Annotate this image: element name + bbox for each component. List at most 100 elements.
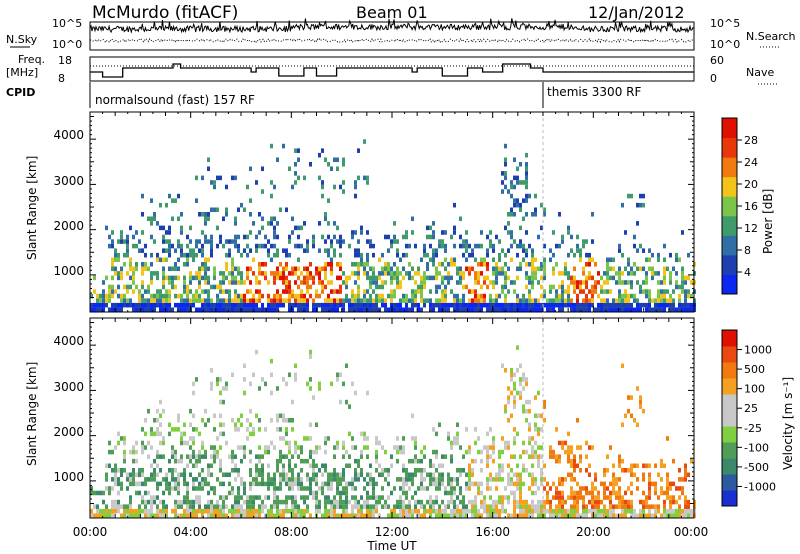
- heatmap-cell: [111, 504, 114, 509]
- heatmap-cell: [204, 262, 207, 267]
- heatmap-cell: [279, 458, 282, 464]
- heatmap-cell: [507, 307, 510, 313]
- heatmap-cell: [540, 513, 543, 519]
- heatmap-cell: [189, 298, 192, 303]
- heatmap-cell: [585, 504, 588, 509]
- heatmap-cell: [492, 298, 495, 303]
- heatmap-cell: [441, 499, 444, 505]
- heatmap-cell: [192, 293, 195, 299]
- heatmap-cell: [510, 257, 513, 263]
- heatmap-cell: [333, 289, 336, 294]
- heatmap-cell: [162, 284, 165, 290]
- heatmap-cell: [183, 262, 186, 267]
- heatmap-cell: [345, 463, 348, 469]
- heatmap-cell: [255, 513, 258, 519]
- heatmap-cell: [426, 275, 429, 281]
- heatmap-cell: [285, 252, 288, 258]
- heatmap-cell: [513, 289, 516, 294]
- heatmap-cell: [369, 481, 372, 487]
- heatmap-cell: [618, 513, 621, 519]
- nsky-label: N.Sky: [6, 33, 38, 46]
- heatmap-cell: [366, 230, 369, 235]
- heatmap-cell: [345, 513, 348, 519]
- heatmap-cell: [447, 307, 450, 313]
- heatmap-cell: [561, 490, 564, 496]
- heatmap-cell: [159, 307, 162, 313]
- heatmap-cell: [261, 481, 264, 487]
- heatmap-cell: [303, 293, 306, 299]
- heatmap-cell: [159, 257, 162, 263]
- heatmap-cell: [132, 481, 135, 487]
- heatmap-cell: [663, 293, 666, 299]
- heatmap-cell: [672, 307, 675, 313]
- heatmap-cell: [120, 230, 123, 235]
- heatmap-cell: [186, 302, 189, 308]
- heatmap-cell: [276, 458, 279, 464]
- heatmap-cell: [651, 298, 654, 303]
- heatmap-cell: [261, 225, 264, 231]
- heatmap-cell: [231, 372, 234, 378]
- heatmap-cell: [294, 363, 297, 369]
- heatmap-cell: [321, 486, 324, 491]
- heatmap-cell: [561, 495, 564, 500]
- heatmap-cell: [516, 266, 519, 272]
- heatmap-cell: [240, 298, 243, 303]
- heatmap-cell: [456, 422, 459, 428]
- heatmap-cell: [240, 422, 243, 428]
- heatmap-cell: [432, 234, 435, 240]
- heatmap-cell: [306, 289, 309, 294]
- heatmap-cell: [129, 499, 132, 505]
- heatmap-cell: [234, 513, 237, 519]
- heatmap-cell: [393, 275, 396, 281]
- heatmap-cell: [591, 257, 594, 263]
- heatmap-cell: [561, 481, 564, 487]
- heatmap-cell: [498, 302, 501, 308]
- heatmap-cell: [558, 477, 561, 482]
- heatmap-cell: [195, 198, 198, 203]
- power-colorbar-label: Power [dB]: [761, 189, 775, 254]
- heatmap-cell: [321, 234, 324, 240]
- heatmap-cell: [342, 454, 345, 459]
- heatmap-cell: [618, 302, 621, 308]
- heatmap-cell: [402, 490, 405, 496]
- heatmap-cell: [651, 513, 654, 519]
- heatmap-cell: [120, 271, 123, 276]
- heatmap-cell: [555, 508, 558, 514]
- heatmap-cell: [618, 486, 621, 491]
- heatmap-cell: [411, 413, 414, 419]
- heatmap-cell: [510, 390, 513, 396]
- heatmap-cell: [144, 477, 147, 482]
- heatmap-cell: [531, 508, 534, 514]
- heatmap-cell: [393, 513, 396, 519]
- heatmap-cell: [147, 289, 150, 294]
- heatmap-cell: [504, 175, 507, 181]
- heatmap-cell: [546, 499, 549, 505]
- heatmap-cell: [615, 280, 618, 285]
- heatmap-cell: [177, 513, 180, 519]
- heatmap-cell: [606, 454, 609, 459]
- heatmap-cell: [228, 508, 231, 514]
- heatmap-cell: [552, 307, 555, 313]
- heatmap-cell: [201, 212, 204, 217]
- heatmap-cell: [615, 481, 618, 487]
- heatmap-cell: [567, 271, 570, 276]
- heatmap-cell: [123, 302, 126, 308]
- heatmap-cell: [582, 499, 585, 505]
- heatmap-cell: [141, 271, 144, 276]
- heatmap-cell: [201, 230, 204, 235]
- heatmap-cell: [117, 275, 120, 281]
- heatmap-cell: [189, 436, 192, 441]
- heatmap-cell: [567, 298, 570, 303]
- heatmap-cell: [672, 289, 675, 294]
- heatmap-cell: [399, 271, 402, 276]
- heatmap-cell: [660, 298, 663, 303]
- heatmap-cell: [651, 307, 654, 313]
- heatmap-cell: [162, 508, 165, 514]
- heatmap-cell: [351, 289, 354, 294]
- heatmap-cell: [627, 298, 630, 303]
- heatmap-cell: [252, 499, 255, 505]
- heatmap-cell: [306, 243, 309, 249]
- heatmap-cell: [537, 298, 540, 303]
- heatmap-cell: [306, 381, 309, 387]
- heatmap-cell: [333, 454, 336, 459]
